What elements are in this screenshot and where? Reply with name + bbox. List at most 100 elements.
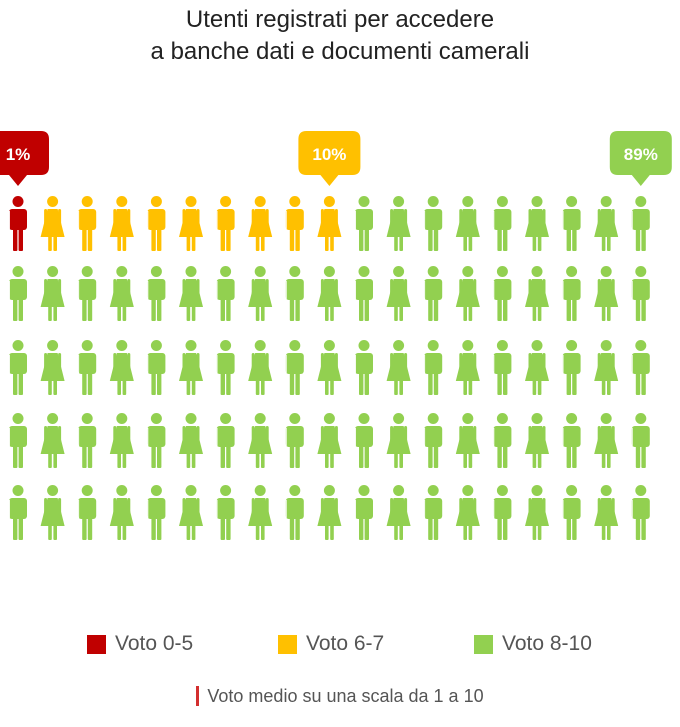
female-person-icon [525,196,549,251]
female-person-icon [386,266,411,321]
male-person-icon [285,485,304,540]
male-person-icon [631,485,650,540]
male-person-icon [355,340,373,395]
male-person-icon [424,340,443,395]
male-person-icon [355,485,373,540]
female-person-icon [525,340,549,395]
female-person-icon [525,413,549,468]
male-person-icon [631,340,650,395]
percent-callout: 89% [609,131,672,186]
legend-swatch-green [474,634,493,654]
male-person-icon [78,196,97,251]
male-person-icon [216,266,235,321]
legend-label: Voto 6-7 [306,632,385,655]
female-person-icon [594,196,619,251]
female-person-icon [455,266,480,321]
female-person-icon [179,485,203,540]
female-person-icon [317,485,342,540]
female-person-icon [525,485,549,540]
male-person-icon [562,413,581,468]
female-person-icon [317,340,342,395]
female-person-icon [455,340,480,395]
male-person-icon [9,266,27,321]
footnote-text: Voto medio su una scala da 1 a 10 [207,686,484,706]
male-person-icon [355,196,373,251]
male-person-icon [493,196,512,251]
female-person-icon [179,196,203,251]
chart-title-line-1: Utenti registrati per accedere [185,6,495,33]
male-person-icon [424,266,443,321]
female-person-icon [179,266,203,321]
male-person-icon [631,413,650,468]
male-person-icon [562,196,581,251]
male-person-icon [355,413,373,468]
female-person-icon [594,340,619,395]
legend-swatch-yellow [278,634,297,654]
female-person-icon [594,266,619,321]
male-person-icon [147,485,166,540]
male-person-icon [285,266,304,321]
female-person-icon [40,266,65,321]
female-person-icon [248,340,273,395]
female-person-icon [40,413,65,468]
female-person-icon [594,485,619,540]
male-person-icon [631,266,650,321]
chart-title-line-2: a banche dati e documenti camerali [150,38,530,65]
male-person-icon [78,266,97,321]
male-person-icon [562,266,581,321]
female-person-icon [386,196,411,251]
female-person-icon [179,413,203,468]
percent-label: 89% [624,145,658,164]
female-person-icon [40,196,65,251]
female-person-icon [109,196,134,251]
male-person-icon [493,266,512,321]
male-person-icon [9,485,27,540]
male-person-icon [9,340,27,395]
male-person-icon [78,340,97,395]
female-person-icon [248,266,273,321]
male-person-icon [9,413,27,468]
female-person-icon [455,196,480,251]
female-person-icon [386,485,411,540]
male-person-icon [493,485,512,540]
footnote-marker [196,686,200,706]
female-person-icon [109,340,134,395]
male-person-icon [424,196,443,251]
male-person-icon [78,485,97,540]
female-person-icon [248,196,273,251]
male-person-icon [285,413,304,468]
percent-callout: 1% [0,131,49,186]
female-person-icon [40,340,65,395]
female-person-icon [109,485,134,540]
female-person-icon [386,413,411,468]
female-person-icon [248,485,273,540]
legend: Voto 0-5 Voto 6-7 Voto 8-10 [0,632,680,662]
male-person-icon [424,485,443,540]
male-person-icon [147,413,166,468]
female-person-icon [40,485,65,540]
female-person-icon [525,266,549,321]
legend-swatch-red [87,634,106,654]
legend-item-voto-8-10: Voto 8-10 [474,632,592,656]
male-person-icon [493,413,512,468]
male-person-icon [285,196,304,251]
male-person-icon [424,413,443,468]
male-person-icon [355,266,373,321]
female-person-icon [317,196,342,251]
female-person-icon [109,266,134,321]
percent-label: 10% [312,145,346,164]
male-person-icon [147,340,166,395]
legend-item-voto-0-5: Voto 0-5 [87,632,193,656]
female-person-icon [455,485,480,540]
female-person-icon [179,340,203,395]
male-person-icon [285,340,304,395]
percent-callout: 10% [298,131,361,186]
female-person-icon [317,413,342,468]
legend-label: Voto 0-5 [115,632,194,655]
male-person-icon [562,485,581,540]
male-person-icon [562,340,581,395]
male-person-icon [216,485,235,540]
female-person-icon [109,413,134,468]
male-person-icon [216,413,235,468]
male-person-icon [78,413,97,468]
